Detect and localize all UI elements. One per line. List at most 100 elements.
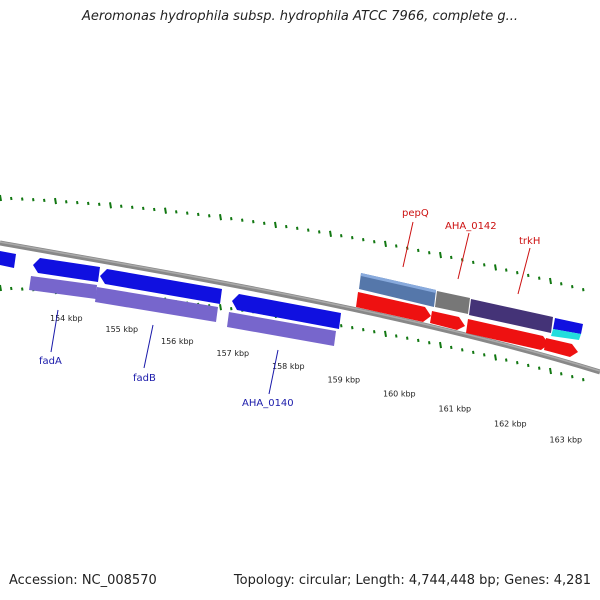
leader-fadA: [50, 309, 59, 353]
outer-ruler-tick: [483, 263, 486, 267]
inner-ruler-tick: [21, 287, 24, 291]
inner-ruler-tick: [0, 284, 2, 292]
inner-ruler-tick: [494, 354, 497, 361]
feature-AHA_0142-gene[interactable]: [435, 291, 470, 314]
outer-ruler-tick: [186, 211, 189, 215]
feature-pepQ-gene[interactable]: [359, 273, 436, 307]
tick-label: 154 kbp: [50, 314, 83, 323]
outer-ruler-tick: [98, 202, 101, 207]
accession-label: Accession: NC_008570: [9, 573, 157, 588]
feature-fadA-cds[interactable]: [33, 258, 100, 282]
inner-ruler-tick: [219, 304, 222, 311]
feature-small-cyan[interactable]: [551, 329, 581, 340]
leader-fadB: [143, 324, 154, 369]
feature-left-edge-cds[interactable]: [0, 251, 16, 268]
tick-label: 163 kbp: [550, 436, 583, 445]
feature-small-forward-cds[interactable]: [553, 318, 583, 334]
inner-ruler-tick: [230, 307, 233, 311]
feature-small-reverse-cds[interactable]: [544, 338, 578, 357]
leader-AHA_0142: [457, 232, 470, 280]
tick-label: 161 kbp: [439, 404, 472, 413]
tick-label: 156 kbp: [161, 337, 194, 346]
outer-ruler-tick: [131, 205, 134, 209]
feature-pepQ-cds[interactable]: [356, 292, 431, 322]
inner-ruler-tick: [461, 348, 464, 352]
outer-ruler-tick: [175, 210, 178, 214]
tick-labels: 154 kbp 155 kbp 156 kbp 157 kbp 158 kbp 159 k…: [50, 314, 582, 445]
inner-ruler-tick: [516, 361, 519, 365]
inner-ruler-tick: [483, 353, 486, 357]
outer-ruler-tick: [76, 200, 79, 205]
outer-ruler-tick: [494, 264, 497, 271]
outer-ruler-tick: [120, 204, 123, 208]
outer-ruler-tick: [538, 276, 541, 280]
inner-ruler-tick: [362, 328, 365, 332]
outer-ruler-tick: [241, 218, 244, 222]
feature-trkH-gene[interactable]: [469, 299, 553, 333]
tick-label: 162 kbp: [494, 420, 527, 429]
reverse-strand-features: [356, 273, 583, 357]
outer-ruler: [0, 194, 585, 292]
outer-ruler-tick: [65, 200, 68, 204]
inner-ruler-tick: [395, 334, 398, 338]
gene-label-AHA_0142[interactable]: AHA_0142: [445, 221, 497, 232]
outer-ruler-tick: [54, 197, 57, 205]
outer-ruler-tick: [87, 201, 90, 206]
outer-ruler-tick: [439, 251, 442, 259]
feature-AHA_0142-cds[interactable]: [430, 311, 465, 330]
inner-ruler-tick: [505, 358, 508, 362]
tick-label: 160 kbp: [383, 390, 416, 399]
inner-ruler-tick: [538, 366, 541, 370]
forward-strand-features: [0, 251, 341, 346]
outer-ruler-tick: [505, 268, 508, 272]
gene-label-pepQ[interactable]: pepQ: [402, 208, 429, 219]
inner-ruler-tick: [571, 375, 574, 379]
outer-ruler-tick: [285, 224, 288, 229]
outer-ruler-tick: [109, 202, 112, 209]
feature-pepQ-gene-top: [361, 273, 436, 293]
gene-label-AHA_0140[interactable]: AHA_0140: [242, 398, 294, 409]
outer-ruler-tick: [373, 240, 376, 244]
outer-ruler-tick: [0, 194, 2, 202]
gene-label-fadB[interactable]: fadB: [133, 373, 156, 384]
gene-label-leaders: [50, 221, 531, 395]
outer-ruler-tick: [351, 236, 354, 240]
inner-ruler-tick: [351, 326, 354, 330]
gene-label-fadA[interactable]: fadA: [39, 356, 62, 367]
outer-ruler-tick: [571, 285, 574, 289]
outer-ruler-tick: [527, 273, 530, 278]
outer-ruler-tick: [153, 207, 156, 212]
outer-ruler-tick: [263, 221, 266, 225]
inner-ruler-tick: [340, 324, 343, 328]
inner-ruler-tick: [560, 372, 563, 376]
outer-ruler-tick: [582, 287, 585, 292]
outer-ruler-tick: [428, 251, 431, 255]
genome-backbone-highlight: [0, 241, 600, 372]
inner-ruler-tick: [373, 330, 376, 334]
inner-ruler-tick: [406, 336, 409, 340]
feature-trkH-cds[interactable]: [466, 319, 549, 350]
feature-AHA_0140-gene[interactable]: [227, 312, 336, 346]
genome-stats-label: Topology: circular; Length: 4,744,448 bp…: [233, 573, 591, 588]
feature-AHA_0140-cds[interactable]: [232, 294, 341, 329]
outer-ruler-tick: [395, 244, 398, 248]
inner-ruler-tick: [450, 345, 453, 350]
feature-fadB-cds[interactable]: [100, 269, 222, 304]
tick-label: 157 kbp: [217, 349, 250, 358]
gene-label-trkH[interactable]: trkH: [519, 236, 540, 247]
inner-ruler-tick: [472, 350, 475, 355]
outer-ruler-tick: [10, 196, 13, 201]
outer-ruler-tick: [362, 238, 365, 242]
leader-trkH: [517, 247, 531, 295]
outer-ruler-tick: [32, 198, 35, 202]
feature-fadA-gene[interactable]: [29, 276, 97, 299]
outer-ruler-tick: [384, 240, 387, 248]
inner-ruler-tick: [549, 367, 552, 375]
outer-ruler-tick: [472, 260, 475, 265]
outer-ruler-tick: [516, 271, 519, 275]
outer-ruler-tick: [43, 198, 46, 203]
outer-ruler-tick: [219, 214, 222, 221]
feature-fadB-gene[interactable]: [95, 287, 218, 322]
outer-ruler-tick: [318, 230, 321, 234]
